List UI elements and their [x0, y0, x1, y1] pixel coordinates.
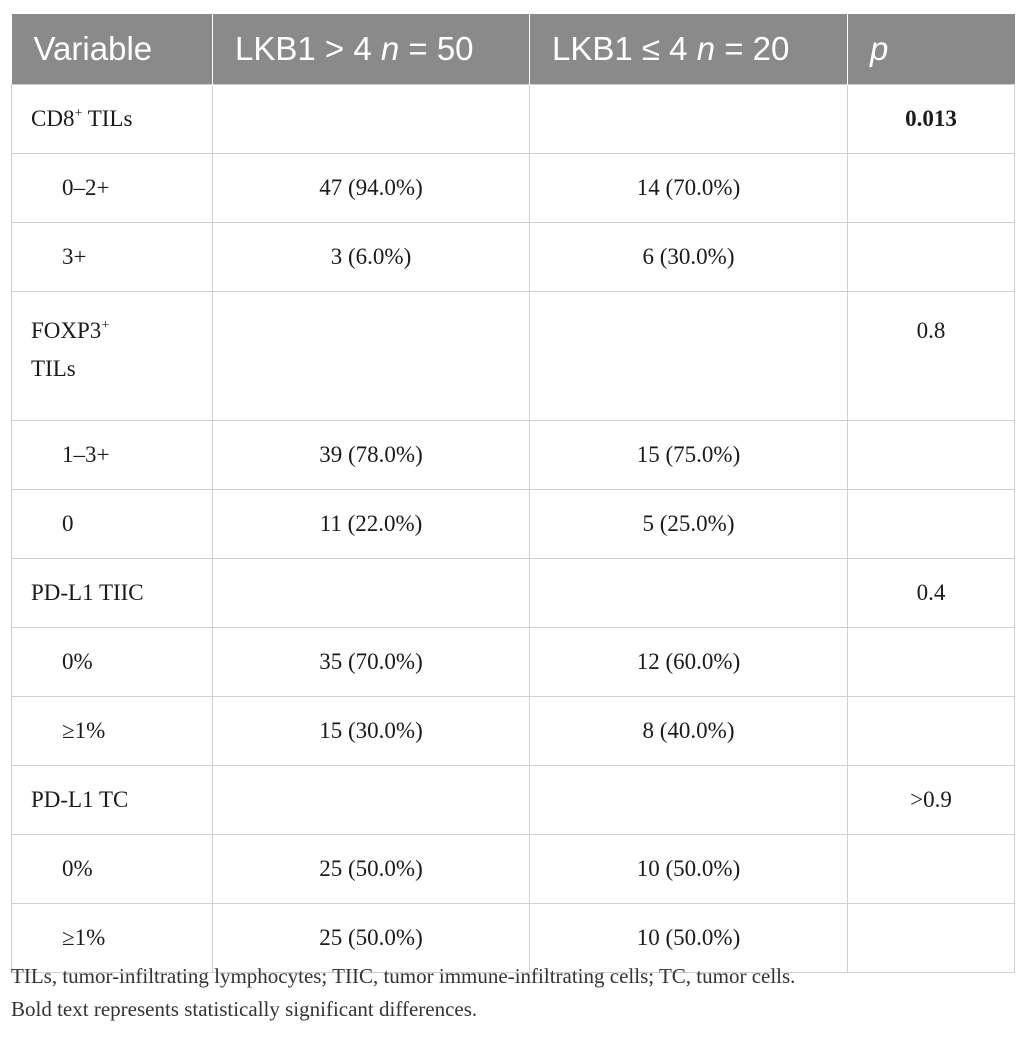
group-label-foxp3: FOXP3+ TILs	[11, 291, 213, 421]
p-empty-cell	[847, 222, 1015, 292]
value-lkb1-low: 15 (75.0%)	[529, 420, 848, 490]
p-empty-cell	[847, 696, 1015, 766]
p-empty-cell	[847, 153, 1015, 223]
value-lkb1-low: 8 (40.0%)	[529, 696, 848, 766]
data-table: Variable LKB1 > 4 n = 50 LKB1 ≤ 4 n = 20…	[11, 14, 1015, 973]
group-label-sup: +	[101, 318, 110, 333]
value-lkb1-low: 12 (60.0%)	[529, 627, 848, 697]
table-row: 3+ 3 (6.0%) 6 (30.0%)	[11, 222, 1015, 292]
group-label-pdl1-tiic: PD-L1 TIIC	[11, 558, 213, 628]
group-empty-cell	[529, 765, 848, 835]
row-label: 3+	[11, 222, 213, 292]
value-lkb1-high: 3 (6.0%)	[212, 222, 530, 292]
row-label: 0–2+	[11, 153, 213, 223]
header-p-label: p	[870, 30, 889, 67]
group-empty-cell	[212, 84, 530, 154]
p-empty-cell	[847, 627, 1015, 697]
group-label-sup: +	[74, 106, 83, 121]
row-label: 1–3+	[11, 420, 213, 490]
group-row-cd8: CD8+ TILs 0.013	[11, 84, 1015, 154]
table-row: ≥1% 15 (30.0%) 8 (40.0%)	[11, 696, 1015, 766]
group-label-rest: TILs	[82, 106, 133, 131]
value-lkb1-high: 25 (50.0%)	[212, 834, 530, 904]
row-label: 0%	[11, 834, 213, 904]
group-empty-cell	[529, 84, 848, 154]
row-label: ≥1%	[11, 696, 213, 766]
value-lkb1-high: 25 (50.0%)	[212, 903, 530, 973]
group-row-foxp3: FOXP3+ TILs 0.8	[11, 291, 1015, 421]
p-value-pdl1-tc: >0.9	[847, 765, 1015, 835]
table-row: ≥1% 25 (50.0%) 10 (50.0%)	[11, 903, 1015, 973]
value-lkb1-low: 10 (50.0%)	[529, 903, 848, 973]
p-empty-cell	[847, 420, 1015, 490]
header-lkb1-low-n: n	[696, 30, 716, 67]
row-label: 0	[11, 489, 213, 559]
header-p-value: p	[847, 14, 1015, 85]
p-value-pdl1-tiic: 0.4	[847, 558, 1015, 628]
value-lkb1-high: 11 (22.0%)	[212, 489, 530, 559]
table-header-row: Variable LKB1 > 4 n = 50 LKB1 ≤ 4 n = 20…	[11, 14, 1015, 85]
group-row-pdl1-tiic: PD-L1 TIIC 0.4	[11, 558, 1015, 628]
value-lkb1-high: 39 (78.0%)	[212, 420, 530, 490]
value-lkb1-low: 6 (30.0%)	[529, 222, 848, 292]
table-row: 0–2+ 47 (94.0%) 14 (70.0%)	[11, 153, 1015, 223]
group-label-pdl1-tc: PD-L1 TC	[11, 765, 213, 835]
p-empty-cell	[847, 903, 1015, 973]
value-lkb1-high: 15 (30.0%)	[212, 696, 530, 766]
p-empty-cell	[847, 834, 1015, 904]
row-label: ≥1%	[11, 903, 213, 973]
table-row: 0% 25 (50.0%) 10 (50.0%)	[11, 834, 1015, 904]
p-value-foxp3: 0.8	[847, 291, 1015, 421]
header-lkb1-low: LKB1 ≤ 4 n = 20	[529, 14, 848, 85]
header-lkb1-high-suffix: = 50	[399, 30, 474, 67]
header-lkb1-low-suffix: = 20	[715, 30, 790, 67]
footnote-bold-note: Bold text represents statistically signi…	[11, 997, 478, 1021]
table-row: 0 11 (22.0%) 5 (25.0%)	[11, 489, 1015, 559]
value-lkb1-low: 10 (50.0%)	[529, 834, 848, 904]
group-label-cd8: CD8+ TILs	[11, 84, 213, 154]
group-empty-cell	[529, 558, 848, 628]
header-lkb1-high-prefix: LKB1 > 4	[235, 30, 381, 67]
value-lkb1-high: 35 (70.0%)	[212, 627, 530, 697]
header-lkb1-high-n: n	[380, 30, 400, 67]
group-empty-cell	[212, 558, 530, 628]
group-label-text: CD8	[31, 106, 75, 131]
group-empty-cell	[529, 291, 848, 421]
value-lkb1-low: 5 (25.0%)	[529, 489, 848, 559]
row-label: 0%	[11, 627, 213, 697]
header-variable: Variable	[11, 14, 213, 85]
group-label-rest: TILs	[31, 356, 76, 381]
p-empty-cell	[847, 489, 1015, 559]
group-row-pdl1-tc: PD-L1 TC >0.9	[11, 765, 1015, 835]
table-row: 0% 35 (70.0%) 12 (60.0%)	[11, 627, 1015, 697]
group-empty-cell	[212, 765, 530, 835]
group-empty-cell	[212, 291, 530, 421]
table-footnote: TILs, tumor-infiltrating lymphocytes; TI…	[11, 960, 1021, 1026]
header-lkb1-high: LKB1 > 4 n = 50	[212, 14, 530, 85]
footnote-abbreviations: TILs, tumor-infiltrating lymphocytes; TI…	[11, 964, 796, 988]
group-label-text: FOXP3	[31, 318, 102, 343]
header-lkb1-low-prefix: LKB1 ≤ 4	[552, 30, 697, 67]
table-row: 1–3+ 39 (78.0%) 15 (75.0%)	[11, 420, 1015, 490]
p-value-cd8: 0.013	[847, 84, 1015, 154]
value-lkb1-high: 47 (94.0%)	[212, 153, 530, 223]
value-lkb1-low: 14 (70.0%)	[529, 153, 848, 223]
